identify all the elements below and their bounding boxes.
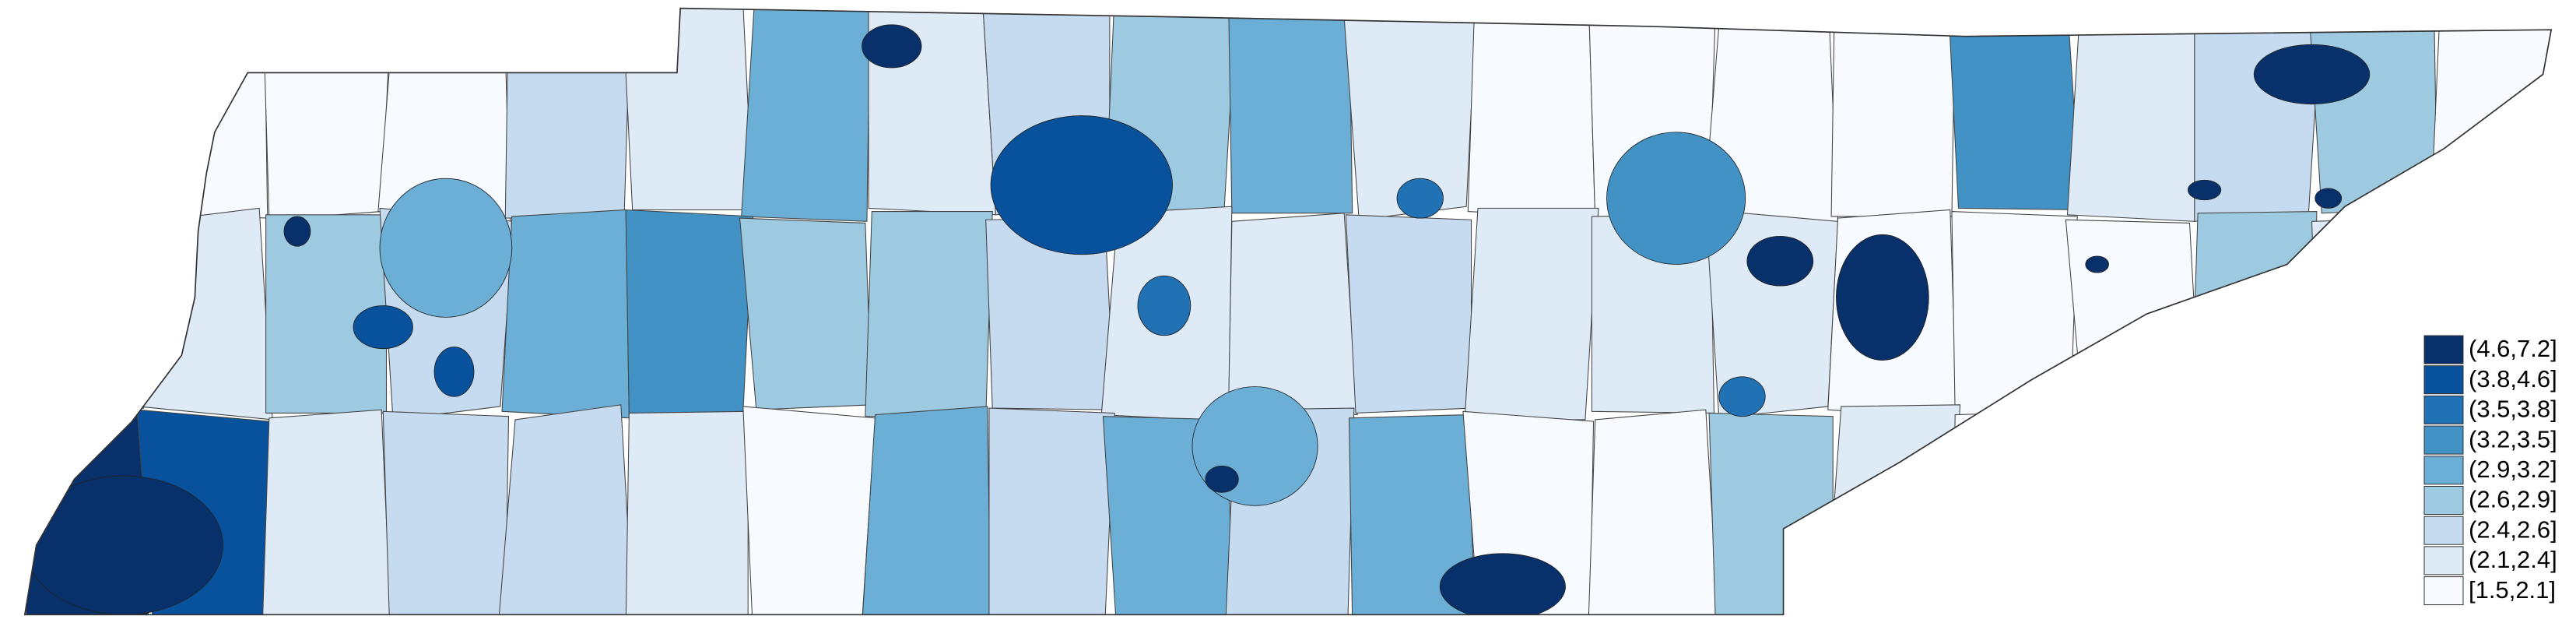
urban-area bbox=[862, 24, 922, 69]
legend-swatch bbox=[2423, 395, 2464, 424]
county bbox=[988, 407, 1115, 615]
urban-area bbox=[1836, 234, 1929, 361]
legend-swatch bbox=[2423, 576, 2464, 606]
county bbox=[1464, 207, 1599, 421]
county bbox=[2308, 8, 2438, 214]
county bbox=[1342, 8, 1477, 220]
legend-swatch bbox=[2423, 516, 2464, 545]
outline bbox=[23, 7, 2553, 616]
urban-area bbox=[379, 178, 513, 318]
urban-area bbox=[1137, 275, 1191, 336]
urban-area bbox=[1205, 465, 1239, 493]
county bbox=[24, 8, 153, 222]
legend-swatch bbox=[2423, 456, 2464, 485]
county bbox=[382, 410, 510, 615]
county bbox=[625, 410, 749, 615]
county bbox=[622, 8, 754, 210]
legend-label: (3.8,4.6] bbox=[2469, 365, 2557, 392]
county bbox=[1228, 213, 1358, 416]
legend-label: (3.2,3.5] bbox=[2469, 425, 2557, 452]
county bbox=[2311, 217, 2443, 410]
county bbox=[625, 209, 754, 419]
urban-area bbox=[2085, 255, 2109, 273]
county bbox=[1951, 211, 2078, 417]
urban-area bbox=[353, 305, 413, 350]
county bbox=[1348, 414, 1477, 615]
county bbox=[1951, 410, 2076, 615]
county bbox=[2187, 406, 2319, 615]
county bbox=[2191, 211, 2318, 417]
county bbox=[1588, 409, 1720, 615]
county bbox=[261, 8, 392, 220]
urban-area bbox=[1439, 553, 1566, 615]
legend-label: (2.9,3.2] bbox=[2469, 456, 2557, 483]
county bbox=[862, 406, 991, 615]
legend-swatch bbox=[2423, 425, 2464, 455]
county bbox=[865, 211, 993, 417]
state-outline bbox=[23, 7, 2553, 616]
legend-label: [1.5,2.1] bbox=[2469, 576, 2556, 604]
urban-area bbox=[2315, 188, 2343, 209]
county bbox=[2065, 219, 2200, 409]
legend-label: (4.6,7.2] bbox=[2469, 335, 2557, 362]
county bbox=[504, 8, 632, 219]
county bbox=[741, 8, 871, 222]
urban-area bbox=[24, 475, 223, 615]
county bbox=[739, 217, 872, 410]
legend-label: (2.4,2.6] bbox=[2469, 516, 2557, 543]
legend-swatch bbox=[2423, 546, 2464, 575]
county bbox=[742, 406, 876, 615]
legend-swatch bbox=[2423, 365, 2464, 395]
county bbox=[1345, 214, 1472, 414]
urban-area bbox=[1746, 235, 1814, 287]
legend-label: (2.1,2.4] bbox=[2469, 546, 2557, 573]
county bbox=[2066, 8, 2195, 222]
urban-area bbox=[2187, 179, 2222, 201]
county bbox=[24, 213, 148, 416]
county bbox=[1708, 412, 1834, 615]
urban-area bbox=[283, 216, 311, 247]
urban-area bbox=[1396, 178, 1444, 219]
legend-swatch bbox=[2423, 486, 2464, 515]
urban-area bbox=[433, 347, 475, 397]
urban-area bbox=[990, 115, 1173, 255]
legend-label: (3.5,3.8] bbox=[2469, 396, 2557, 423]
county bbox=[138, 207, 273, 421]
urban-area bbox=[2253, 44, 2371, 105]
urban-area bbox=[1718, 376, 1766, 417]
urban-area bbox=[1606, 132, 1746, 265]
county bbox=[501, 209, 630, 419]
county bbox=[2315, 409, 2440, 615]
legend: (4.6,7.2] (3.8,4.6] (3.5,3.8](3.2,3.5] (2.9… bbox=[2423, 335, 2557, 606]
county bbox=[498, 404, 635, 615]
legend-swatch bbox=[2423, 335, 2464, 364]
legend-label: (2.6,2.9] bbox=[2469, 486, 2557, 513]
county bbox=[1467, 8, 1596, 219]
county bbox=[261, 409, 392, 615]
county bbox=[2069, 407, 2200, 615]
map bbox=[24, 8, 2552, 615]
county bbox=[1228, 8, 1353, 214]
